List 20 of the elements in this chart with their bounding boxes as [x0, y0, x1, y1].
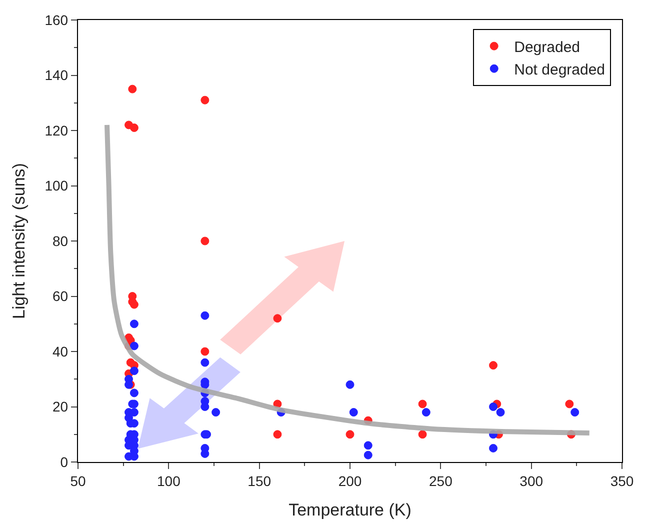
y-tick-label: 160 — [44, 12, 68, 28]
y-tick-label: 40 — [52, 343, 68, 360]
y-tick-label: 140 — [44, 67, 68, 84]
y-tick-label: 0 — [60, 454, 68, 470]
y-axis-title: Light intensity (suns) — [9, 163, 28, 319]
y-tick-label: 20 — [52, 398, 68, 415]
x-tick-label: 200 — [338, 472, 362, 489]
y-tick-label: 120 — [44, 122, 68, 138]
x-tick-label: 250 — [428, 472, 453, 489]
y-tick-label: 100 — [44, 178, 68, 194]
legend-label: Degraded — [514, 38, 580, 56]
x-tick-label: 50 — [70, 472, 86, 489]
x-tick-label: 300 — [520, 472, 544, 489]
legend-label: Not degraded — [514, 61, 606, 78]
x-tick-label: 100 — [156, 472, 181, 489]
x-tick-label: 350 — [610, 472, 634, 489]
y-tick-label: 60 — [52, 288, 68, 304]
x-axis-title: Temperature (K) — [288, 500, 412, 520]
y-tick-label: 80 — [52, 232, 68, 249]
x-tick-label: 150 — [248, 472, 272, 489]
